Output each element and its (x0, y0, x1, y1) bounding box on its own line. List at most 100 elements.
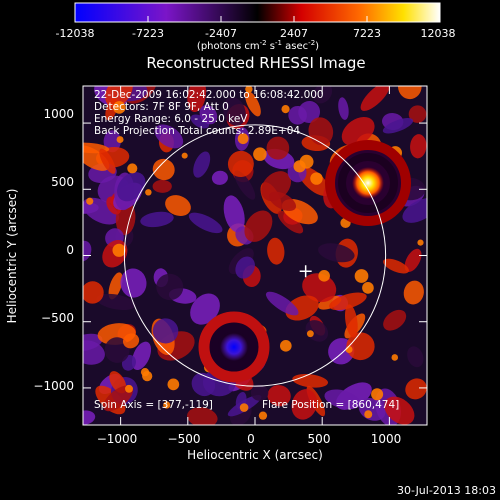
texture-blob (83, 281, 104, 304)
texture-blob (344, 304, 358, 338)
texture-blob (187, 86, 207, 113)
texture-bright-spot (181, 152, 188, 159)
solar-limb (123, 124, 387, 387)
texture-blob (190, 293, 220, 325)
texture-blob (265, 291, 299, 316)
texture-blob (268, 191, 297, 211)
y-tick-500: 500 (51, 175, 74, 189)
texture-blob (250, 384, 269, 401)
colorbar: -12038 -7223 -2407 2407 7223 12038 (phot… (56, 2, 456, 52)
texture-blob (96, 293, 136, 311)
texture-bright-spot (142, 370, 153, 382)
texture-blob (341, 116, 375, 147)
texture-blob (211, 170, 228, 185)
texture-blob (83, 410, 96, 425)
texture-blob (244, 210, 273, 242)
texture-blob (223, 97, 246, 126)
texture-blob (382, 118, 414, 134)
texture-bright-spot (113, 101, 126, 114)
colorbar-tick-5: 12038 (421, 27, 456, 40)
x-tick--1000: −1000 (97, 432, 138, 446)
texture-blob (165, 195, 191, 216)
texture-blob (318, 243, 355, 263)
texture-blob (108, 272, 123, 300)
texture-blob (156, 273, 184, 301)
texture-bright-spot (112, 243, 126, 257)
texture-blob (122, 333, 140, 349)
texture-bright-spot (116, 136, 124, 144)
texture-bright-spot (364, 410, 373, 419)
y-tick-1000: 1000 (43, 107, 74, 121)
texture-bright-spot (237, 133, 249, 145)
texture-blob (383, 309, 407, 331)
info-line-detectors: Detectors: 7F 8F 9F, Att 0 (94, 101, 229, 113)
texture-bright-spot (253, 147, 267, 161)
x-tick-500: 500 (308, 432, 331, 446)
flare-position-label: Flare Position = [860,474] (262, 399, 399, 411)
texture-blob (234, 170, 256, 200)
y-tick--500: −500 (41, 311, 74, 325)
texture-blob (266, 136, 290, 160)
texture-bright-spot (167, 378, 180, 391)
texture-bright-spot (245, 86, 253, 93)
colorbar-tick-0: -12038 (56, 27, 95, 40)
texture-blob (324, 389, 361, 410)
texture-blob (302, 273, 337, 303)
texture-blob (199, 105, 218, 125)
texture-blob (188, 212, 223, 234)
axis-ticks (83, 86, 427, 425)
texture-bright-spot (417, 239, 424, 246)
texture-blob (405, 378, 427, 400)
x-tick--500: −500 (168, 432, 201, 446)
colorbar-unit: (photons cm-2 s-1 asec-2) (197, 39, 319, 52)
chart-title: Reconstructed RHESSI Image (146, 54, 365, 72)
image-area (83, 86, 427, 425)
texture-blob (383, 258, 409, 274)
info-line-method: Back Projection Total counts: 2.89E+04 (94, 125, 300, 137)
texture-blob (103, 130, 121, 153)
colorbar-tick-2: -2407 (205, 27, 237, 40)
texture-bright-spot (318, 270, 330, 282)
texture-bright-spot (125, 384, 133, 393)
texture-blob (398, 86, 422, 100)
texture-blob (267, 237, 285, 265)
texture-blob (140, 211, 174, 228)
texture-bright-spot (306, 330, 314, 338)
texture-blob (187, 407, 218, 425)
texture-bright-spot (362, 282, 374, 294)
y-axis-label: Heliocentric Y (arcsec) (5, 189, 19, 324)
y-tick-0: 0 (66, 243, 74, 257)
texture-blob (346, 332, 375, 361)
texture-blob (223, 195, 245, 233)
texture-blob (104, 337, 130, 363)
texture-blob (338, 97, 349, 120)
texture-blob (308, 117, 334, 146)
texture-bright-spot (391, 354, 399, 361)
texture-blob (402, 198, 427, 223)
texture-blob (152, 179, 172, 193)
texture-blob (384, 396, 415, 425)
texture-bright-spot (127, 163, 138, 174)
texture-bright-spot (239, 403, 249, 412)
footer-timestamp: 30-Jul-2013 18:03 (397, 484, 496, 497)
x-tick-1000: 1000 (371, 432, 402, 446)
info-line-time: 22-Dec-2009 16:02:42.000 to 16:08:42.000 (94, 89, 324, 101)
texture-blob (105, 86, 133, 108)
texture-blob (117, 172, 146, 202)
texture-blob (154, 124, 184, 149)
colorbar-ticks (74, 16, 441, 22)
texture-blob (245, 90, 261, 117)
colorbar-tick-4: 7223 (353, 27, 381, 40)
texture-blob (360, 86, 390, 111)
spin-axis-marker (299, 265, 312, 278)
texture-blob (235, 256, 255, 279)
texture-bright-spot (258, 411, 268, 420)
texture-blob (408, 105, 427, 123)
y-tick--1000: −1000 (33, 379, 74, 393)
colorbar-tick-1: -7223 (132, 27, 164, 40)
colorbar-gradient (74, 2, 441, 23)
texture-bright-spot (279, 339, 292, 352)
texture-bright-spot (163, 401, 171, 409)
texture-bright-spot (281, 105, 290, 114)
info-line-energy: Energy Range: 6.0 - 25.0 keV (94, 113, 248, 125)
